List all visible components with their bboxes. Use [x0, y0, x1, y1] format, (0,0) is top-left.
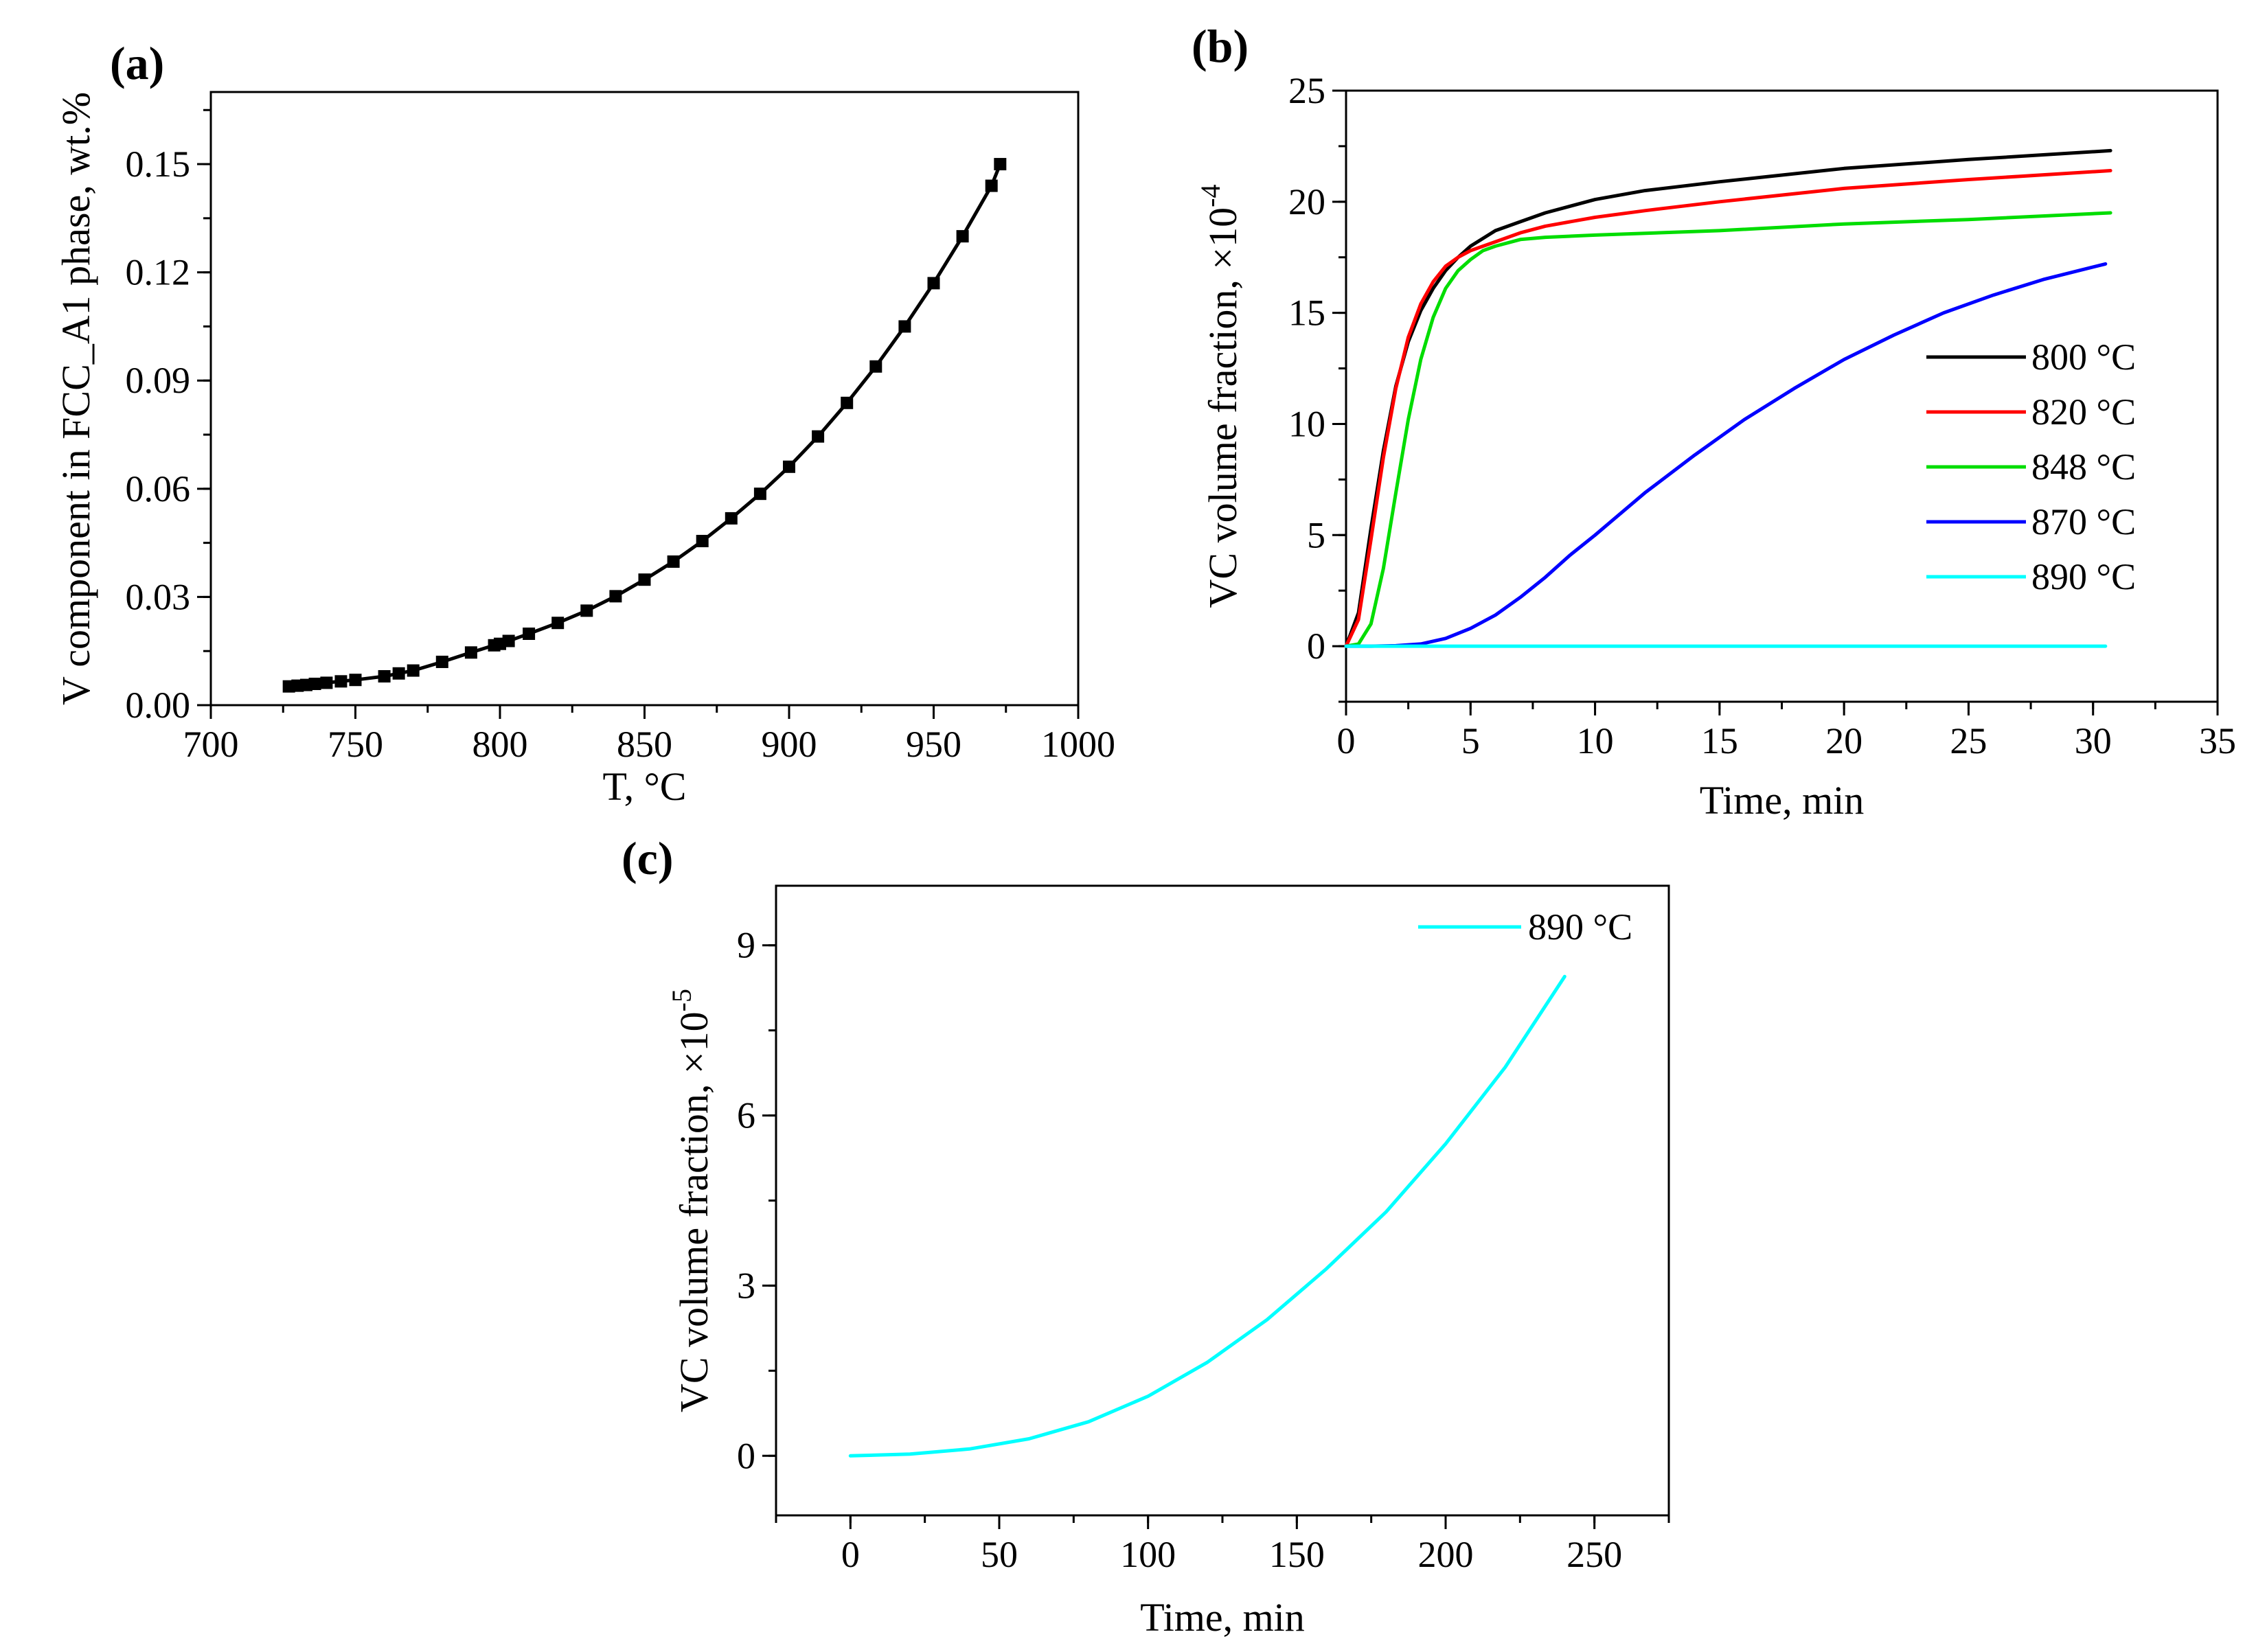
- x-tick-label: 35: [2199, 720, 2236, 761]
- legend-label-4: 890 °C: [2031, 556, 2136, 597]
- y-tick-label: 25: [1288, 70, 1325, 111]
- data-point: [349, 674, 362, 687]
- panel-a-label: (a): [110, 37, 164, 89]
- data-point: [407, 664, 420, 677]
- x-tick-label: 50: [981, 1534, 1018, 1575]
- x-tick-label: 800: [472, 724, 528, 765]
- y-tick-label: 0.03: [126, 576, 191, 617]
- data-point: [869, 360, 882, 373]
- x-tick-label: 200: [1418, 1534, 1474, 1575]
- x-axis-title: Time, min: [1700, 778, 1865, 823]
- y-axis-title-exponent: -5: [666, 989, 697, 1011]
- y-axis-title: V component in FCC_A1 phase, wt.%: [54, 92, 98, 705]
- data-point: [841, 396, 854, 409]
- y-tick-label: 20: [1288, 181, 1325, 222]
- panel-a-chart: (a) 700 750 800 850 900 950 1000 0.00 0.03 0.06 0.…: [54, 37, 1115, 809]
- x-tick-label: 100: [1120, 1534, 1176, 1575]
- panel-b-label: (b): [1192, 20, 1249, 72]
- y-tick-label: 0: [737, 1435, 755, 1476]
- data-point: [725, 512, 738, 525]
- data-point: [696, 534, 709, 547]
- series-line-3: [1344, 262, 2108, 648]
- data-point: [956, 230, 969, 243]
- y-tick-label: 0.15: [126, 144, 191, 185]
- data-point: [435, 655, 448, 668]
- y-tick-label: 5: [1307, 514, 1325, 555]
- y-tick-label: 0.12: [126, 252, 191, 293]
- data-point: [320, 676, 333, 689]
- series-line-2: [1344, 211, 2112, 648]
- plot-frame: [209, 91, 1080, 707]
- x-tick-label: 250: [1567, 1534, 1622, 1575]
- legend-label-3: 870 °C: [2031, 501, 2136, 542]
- data-point: [638, 573, 651, 586]
- x-tick-label: 10: [1577, 720, 1614, 761]
- data-point: [523, 627, 536, 640]
- data-point: [334, 675, 348, 688]
- y-tick-label: 0: [1307, 626, 1325, 667]
- y-tick-label: 3: [737, 1265, 755, 1306]
- legend-label-1: 820 °C: [2031, 391, 2136, 433]
- y-axis-title-text: V component in FCC_A1 phase, wt.%: [54, 92, 98, 705]
- x-tick-label: 15: [1701, 720, 1738, 761]
- legend-label-0: 800 °C: [2031, 336, 2136, 378]
- y-axis-title: VC volume fraction, ×10-5: [666, 989, 716, 1412]
- legend-label-0: 890 °C: [1528, 906, 1632, 948]
- x-tick-label: 0: [1337, 720, 1356, 761]
- plot-frame: [775, 884, 1670, 1517]
- series-line-0: [848, 974, 1567, 1458]
- series-line-0: [1344, 148, 2112, 648]
- data-point: [985, 179, 998, 192]
- x-tick-label: 750: [328, 724, 383, 765]
- y-axis-title-exponent: -4: [1195, 185, 1226, 207]
- data-point: [898, 320, 911, 333]
- y-tick-label: 0.00: [126, 685, 191, 726]
- x-tick-label: 700: [183, 724, 239, 765]
- data-point: [378, 669, 391, 682]
- panel-c-chart: (c) 0 50 100 150 200 250 0 3 6 9 Time, min VC volum…: [622, 832, 1670, 1640]
- x-axis-title: Time, min: [1140, 1595, 1305, 1640]
- data-point: [580, 604, 593, 617]
- data-point: [667, 555, 680, 568]
- x-tick-label: 950: [906, 724, 961, 765]
- y-tick-label: 0.09: [126, 360, 191, 401]
- y-tick-label: 10: [1288, 403, 1325, 444]
- data-point: [308, 678, 321, 691]
- x-tick-label: 0: [841, 1534, 860, 1575]
- y-tick-label: 9: [737, 925, 755, 966]
- x-tick-label: 150: [1269, 1534, 1325, 1575]
- data-point: [609, 590, 622, 603]
- data-point: [927, 277, 940, 290]
- data-point: [783, 460, 795, 473]
- y-axis-title: VC volume fraction, ×10-4: [1195, 185, 1245, 608]
- y-axis-title-text: VC volume fraction, ×10: [672, 1011, 716, 1412]
- x-tick-label: 5: [1461, 720, 1480, 761]
- y-tick-label: 15: [1288, 292, 1325, 334]
- x-tick-label: 900: [762, 724, 817, 765]
- y-tick-label: 6: [737, 1095, 755, 1136]
- x-tick-label: 20: [1825, 720, 1862, 761]
- y-axis-title-text: VC volume fraction, ×10: [1200, 207, 1245, 608]
- series-line-1: [1344, 169, 2112, 648]
- data-point: [753, 487, 766, 501]
- x-axis-title: T, °C: [602, 764, 686, 809]
- panel-c-label: (c): [622, 832, 673, 884]
- series-line-0: [287, 162, 1002, 689]
- x-tick-label: 1000: [1041, 724, 1115, 765]
- data-point: [502, 634, 515, 647]
- x-tick-label: 850: [617, 724, 672, 765]
- data-point: [551, 617, 565, 630]
- y-tick-label: 0.06: [126, 468, 191, 509]
- data-point: [994, 158, 1007, 171]
- data-point: [464, 646, 477, 659]
- data-point: [812, 430, 825, 443]
- legend-label-2: 848 °C: [2031, 446, 2136, 487]
- x-tick-label: 30: [2075, 720, 2112, 761]
- panel-b-chart: (b) 0 5 10 15 20 25 30 35 0 5 10 15 20 25 Time, min VC …: [1192, 20, 2236, 823]
- data-point: [392, 667, 405, 680]
- x-tick-label: 25: [1950, 720, 1987, 761]
